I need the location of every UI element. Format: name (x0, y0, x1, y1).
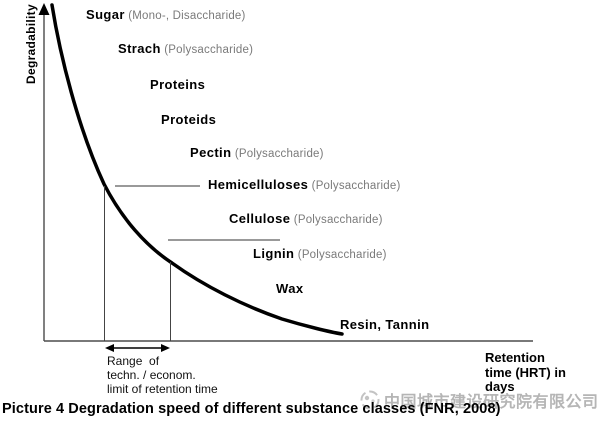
substance-name: Cellulose (229, 211, 291, 226)
substance-detail: (Mono-, Disaccharide) (124, 10, 246, 22)
substance-label-sugar: Sugar (Mono-, Disaccharide) (86, 7, 246, 24)
x-axis-title-line1: Retention (485, 350, 545, 365)
substance-label-proteids: Proteids (161, 112, 216, 127)
substance-name: Hemicelluloses (208, 177, 309, 192)
substance-name: Resin, Tannin (340, 317, 430, 332)
substance-detail: (Polysaccharide) (160, 44, 254, 56)
watermark-text: 中国城市建设研究院有限公司 (384, 394, 599, 411)
substance-label-cellulose: Cellulose (Polysaccharide) (229, 211, 383, 228)
y-axis-arrowhead-icon (38, 3, 50, 15)
range-annotation-line1: Range of (107, 354, 160, 368)
substance-detail: (Polysaccharide) (290, 214, 383, 226)
substance-name: Proteids (161, 112, 217, 127)
y-axis-title: Degradability (24, 4, 38, 84)
range-arrow-left-head-icon (105, 344, 114, 352)
substance-label-pectin: Pectin (Polysaccharide) (190, 145, 324, 162)
watermark: 中国城市建设研究院有限公司 (359, 388, 599, 412)
x-axis-title: Retention time (HRT) in days (485, 350, 566, 395)
range-arrow-right-head-icon (161, 344, 170, 352)
substance-label-strach: Strach (Polysaccharide) (118, 41, 253, 58)
substance-label-proteins: Proteins (150, 77, 205, 92)
company-logo-icon (360, 390, 380, 410)
substance-label-hemicelluloses: Hemicelluloses (Polysaccharide) (208, 177, 401, 194)
substance-label-wax: Wax (276, 281, 303, 296)
degradation-curve (50, 3, 344, 336)
substance-label-lignin: Lignin (Polysaccharide) (253, 246, 387, 263)
substance-name: Sugar (86, 7, 125, 22)
substance-label-resin-tannin: Resin, Tannin (340, 317, 429, 332)
substance-detail: (Polysaccharide) (308, 180, 401, 192)
range-annotation-line3: limit of retention time (107, 382, 218, 396)
range-annotation-line2: techn. / econom. (107, 368, 196, 382)
range-annotation: Range of techn. / econom. limit of reten… (107, 354, 218, 396)
substance-detail: (Polysaccharide) (294, 249, 387, 261)
substance-name: Wax (276, 281, 304, 296)
substance-name: Strach (118, 41, 161, 56)
substance-detail: (Polysaccharide) (231, 148, 324, 160)
x-axis-title-line3: days (485, 379, 515, 394)
substance-name: Lignin (253, 246, 295, 261)
figure-caption: Picture 4 Degradation speed of different… (2, 401, 501, 417)
substance-name: Pectin (190, 145, 232, 160)
x-axis-title-line2: time (HRT) in (485, 364, 566, 380)
substance-name: Proteins (150, 77, 206, 92)
